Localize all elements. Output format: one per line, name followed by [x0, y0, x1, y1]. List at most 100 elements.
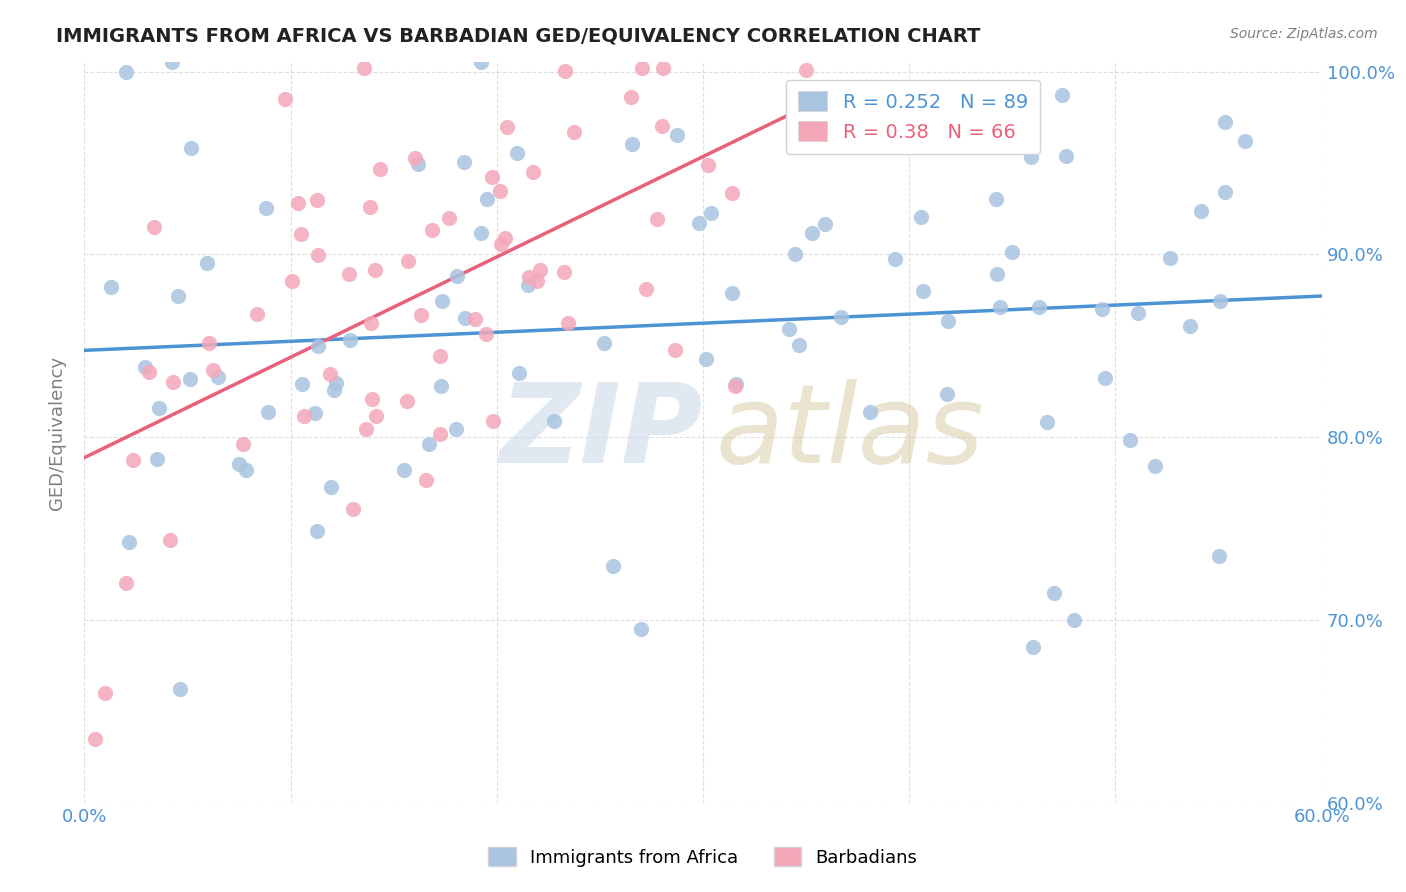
Point	[1022, 640, 1045, 655]
Point	[337, 267, 360, 281]
Point	[1213, 186, 1236, 200]
Point	[287, 195, 309, 210]
Point	[630, 61, 652, 75]
Point	[246, 307, 269, 321]
Point	[83, 731, 105, 746]
Point	[911, 284, 934, 298]
Point	[720, 186, 742, 201]
Point	[453, 155, 475, 169]
Text: Source: ZipAtlas.com: Source: ZipAtlas.com	[1230, 27, 1378, 41]
Point	[420, 223, 443, 237]
Point	[470, 55, 492, 70]
Point	[796, 130, 818, 145]
Point	[1159, 252, 1181, 266]
Point	[418, 436, 440, 450]
Point	[720, 286, 742, 301]
Point	[800, 226, 823, 240]
Text: atlas: atlas	[716, 379, 984, 486]
Point	[1178, 319, 1201, 334]
Point	[785, 247, 807, 261]
Point	[470, 227, 492, 241]
Point	[506, 146, 529, 161]
Point	[1144, 459, 1167, 474]
Point	[481, 169, 503, 184]
Point	[235, 463, 257, 477]
Point	[146, 451, 169, 466]
Point	[359, 200, 381, 214]
Point	[408, 157, 430, 171]
Point	[304, 406, 326, 420]
Point	[232, 437, 254, 451]
Point	[354, 422, 377, 436]
Point	[910, 210, 932, 224]
Point	[489, 184, 512, 198]
Point	[1094, 371, 1116, 385]
Point	[454, 311, 477, 326]
Point	[291, 376, 314, 391]
Point	[489, 236, 512, 251]
Point	[636, 282, 658, 296]
Point	[160, 55, 183, 70]
Point	[360, 316, 382, 330]
Point	[148, 401, 170, 416]
Point	[432, 294, 454, 309]
Point	[602, 558, 624, 573]
Point	[305, 524, 328, 539]
Point	[167, 288, 190, 302]
Point	[1028, 300, 1050, 314]
Point	[202, 362, 225, 376]
Point	[363, 262, 385, 277]
Point	[180, 141, 202, 155]
Point	[778, 322, 800, 336]
Point	[508, 366, 530, 380]
Point	[368, 161, 391, 176]
Point	[986, 267, 1008, 281]
Point	[700, 206, 723, 220]
Point	[464, 311, 486, 326]
Point	[936, 314, 959, 328]
Point	[620, 90, 643, 104]
Point	[553, 265, 575, 279]
Point	[664, 343, 686, 358]
Point	[554, 64, 576, 78]
Point	[647, 212, 669, 227]
Point	[256, 405, 278, 419]
Point	[688, 216, 710, 230]
Point	[179, 372, 201, 386]
Point	[724, 379, 747, 393]
Point	[725, 377, 748, 392]
Point	[526, 274, 548, 288]
Point	[1189, 204, 1212, 219]
Y-axis label: GED/Equivalency: GED/Equivalency	[48, 356, 66, 509]
Point	[1042, 585, 1064, 599]
Point	[519, 269, 541, 284]
Point	[118, 534, 141, 549]
Point	[1128, 306, 1150, 320]
Point	[1021, 151, 1043, 165]
Point	[1233, 134, 1256, 148]
Point	[522, 165, 544, 179]
Point	[517, 278, 540, 293]
Point	[620, 136, 643, 151]
Point	[114, 576, 136, 591]
Point	[984, 192, 1007, 206]
Point	[1050, 87, 1073, 102]
Point	[143, 219, 166, 234]
Text: IMMIGRANTS FROM AFRICA VS BARBADIAN GED/EQUIVALENCY CORRELATION CHART: IMMIGRANTS FROM AFRICA VS BARBADIAN GED/…	[56, 27, 980, 45]
Point	[392, 463, 415, 477]
Point	[1118, 433, 1140, 447]
Point	[794, 62, 817, 77]
Point	[323, 383, 346, 397]
Point	[207, 370, 229, 384]
Point	[396, 394, 419, 409]
Point	[138, 366, 160, 380]
Point	[652, 61, 675, 75]
Point	[495, 120, 517, 135]
Point	[307, 338, 329, 352]
Point	[353, 61, 375, 75]
Point	[290, 227, 312, 242]
Point	[342, 501, 364, 516]
Point	[325, 376, 347, 390]
Point	[122, 453, 145, 467]
Point	[697, 158, 720, 172]
